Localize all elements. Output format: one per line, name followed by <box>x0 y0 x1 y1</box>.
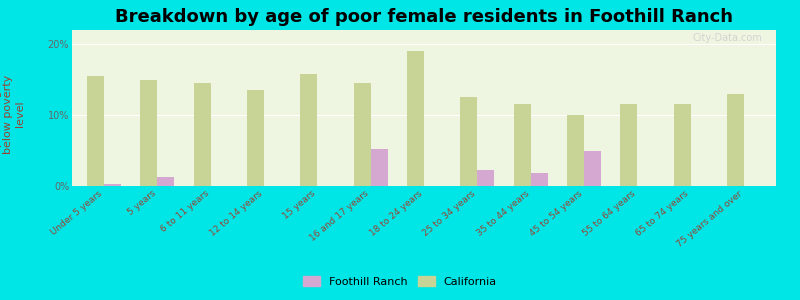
Bar <box>354 83 370 186</box>
Text: City-Data.com: City-Data.com <box>692 33 762 43</box>
Bar <box>407 51 424 186</box>
Bar <box>674 104 690 186</box>
Bar <box>727 94 744 186</box>
Bar <box>300 74 318 186</box>
Bar <box>104 184 121 186</box>
Bar <box>247 90 264 186</box>
Text: percentage
below poverty
level: percentage below poverty level <box>0 74 25 154</box>
Title: Breakdown by age of poor female residents in Foothill Ranch: Breakdown by age of poor female resident… <box>115 8 733 26</box>
Legend: Foothill Ranch, California: Foothill Ranch, California <box>298 272 502 291</box>
Bar <box>460 98 478 186</box>
Bar <box>514 104 530 186</box>
Bar <box>530 172 548 186</box>
Bar <box>567 115 584 186</box>
Bar <box>620 104 638 186</box>
Bar <box>370 149 388 186</box>
Bar <box>158 177 174 186</box>
Bar <box>140 80 158 186</box>
Bar <box>584 151 601 186</box>
Bar <box>194 83 210 186</box>
Bar <box>478 170 494 186</box>
Bar <box>87 76 104 186</box>
